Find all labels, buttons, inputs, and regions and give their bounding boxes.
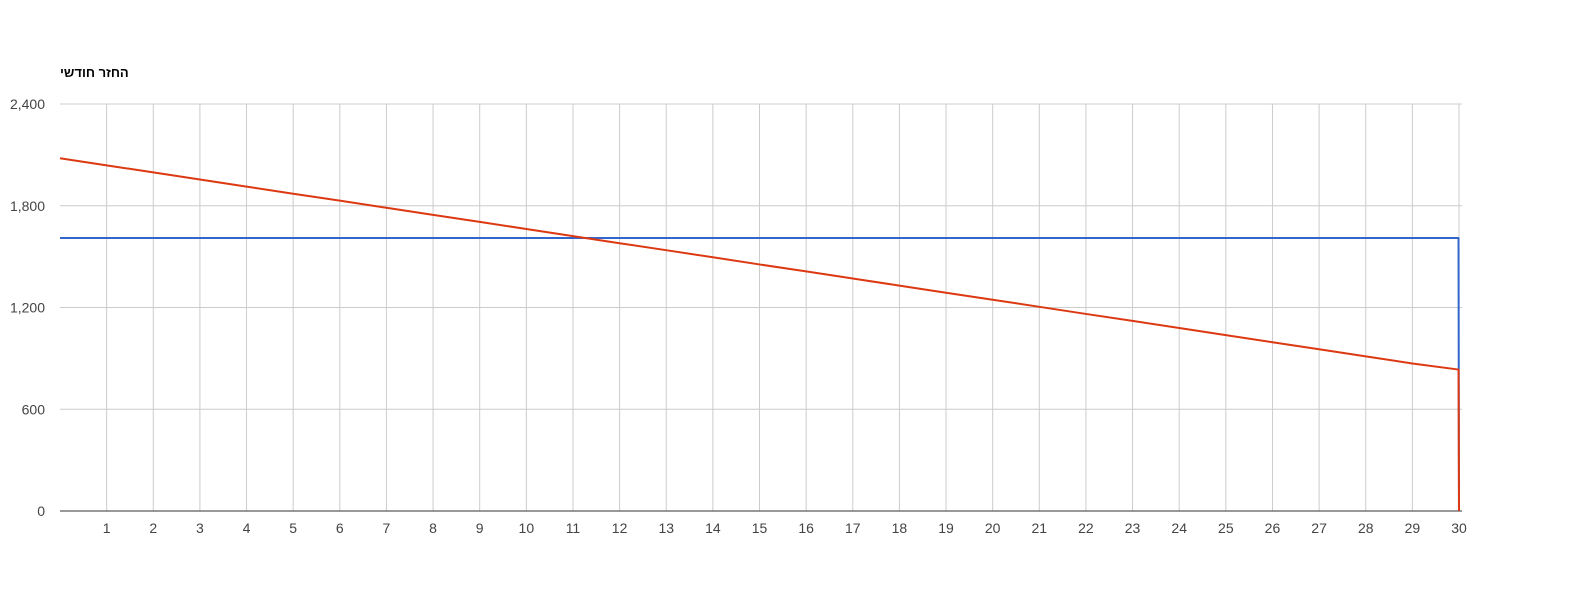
x-tick-label: 26 <box>1265 520 1281 536</box>
x-tick-label: 22 <box>1078 520 1094 536</box>
y-tick-label: 1,200 <box>10 300 45 316</box>
x-tick-label: 27 <box>1311 520 1327 536</box>
x-tick-label: 14 <box>705 520 721 536</box>
y-tick-label: 0 <box>37 503 45 519</box>
x-tick-label: 4 <box>243 520 251 536</box>
x-tick-label: 5 <box>289 520 297 536</box>
x-tick-label: 19 <box>938 520 954 536</box>
x-tick-label: 23 <box>1125 520 1141 536</box>
x-tick-label: 20 <box>985 520 1001 536</box>
x-tick-label: 18 <box>892 520 908 536</box>
x-tick-label: 21 <box>1032 520 1048 536</box>
x-tick-label: 12 <box>612 520 628 536</box>
x-tick-label: 10 <box>519 520 535 536</box>
x-tick-label: 30 <box>1451 520 1467 536</box>
x-tick-label: 25 <box>1218 520 1234 536</box>
x-tick-label: 8 <box>429 520 437 536</box>
x-tick-label: 1 <box>103 520 111 536</box>
y-tick-label: 2,400 <box>10 96 45 112</box>
x-tick-label: 11 <box>566 520 581 536</box>
x-axis: 1 2 3 4 5 6 7 8 9 10 11 12 13 14 15 16 17 18 19 20 21 22 23 24 2… <box>60 510 1467 536</box>
y-tick-label: 600 <box>22 401 46 417</box>
series-group <box>59 157 1460 512</box>
x-tick-label: 3 <box>196 520 204 536</box>
x-tick-label: 28 <box>1358 520 1374 536</box>
x-tick-label: 24 <box>1171 520 1187 536</box>
x-tick-label: 2 <box>149 520 157 536</box>
x-tick-label: 7 <box>383 520 391 536</box>
x-tick-label: 17 <box>845 520 861 536</box>
y-axis: 0 600 1,200 1,800 2,400 <box>10 96 45 519</box>
series-line-2 <box>59 157 1460 512</box>
x-tick-label: 9 <box>476 520 484 536</box>
x-tick-label: 13 <box>658 520 674 536</box>
x-tick-label: 15 <box>752 520 768 536</box>
grid <box>60 103 1462 511</box>
x-tick-label: 29 <box>1405 520 1421 536</box>
y-tick-label: 1,800 <box>10 198 45 214</box>
series-line-1 <box>60 236 1460 512</box>
chart-title: החזר חודשי <box>60 65 129 80</box>
x-tick-label: 6 <box>336 520 344 536</box>
x-tick-label: 16 <box>798 520 814 536</box>
